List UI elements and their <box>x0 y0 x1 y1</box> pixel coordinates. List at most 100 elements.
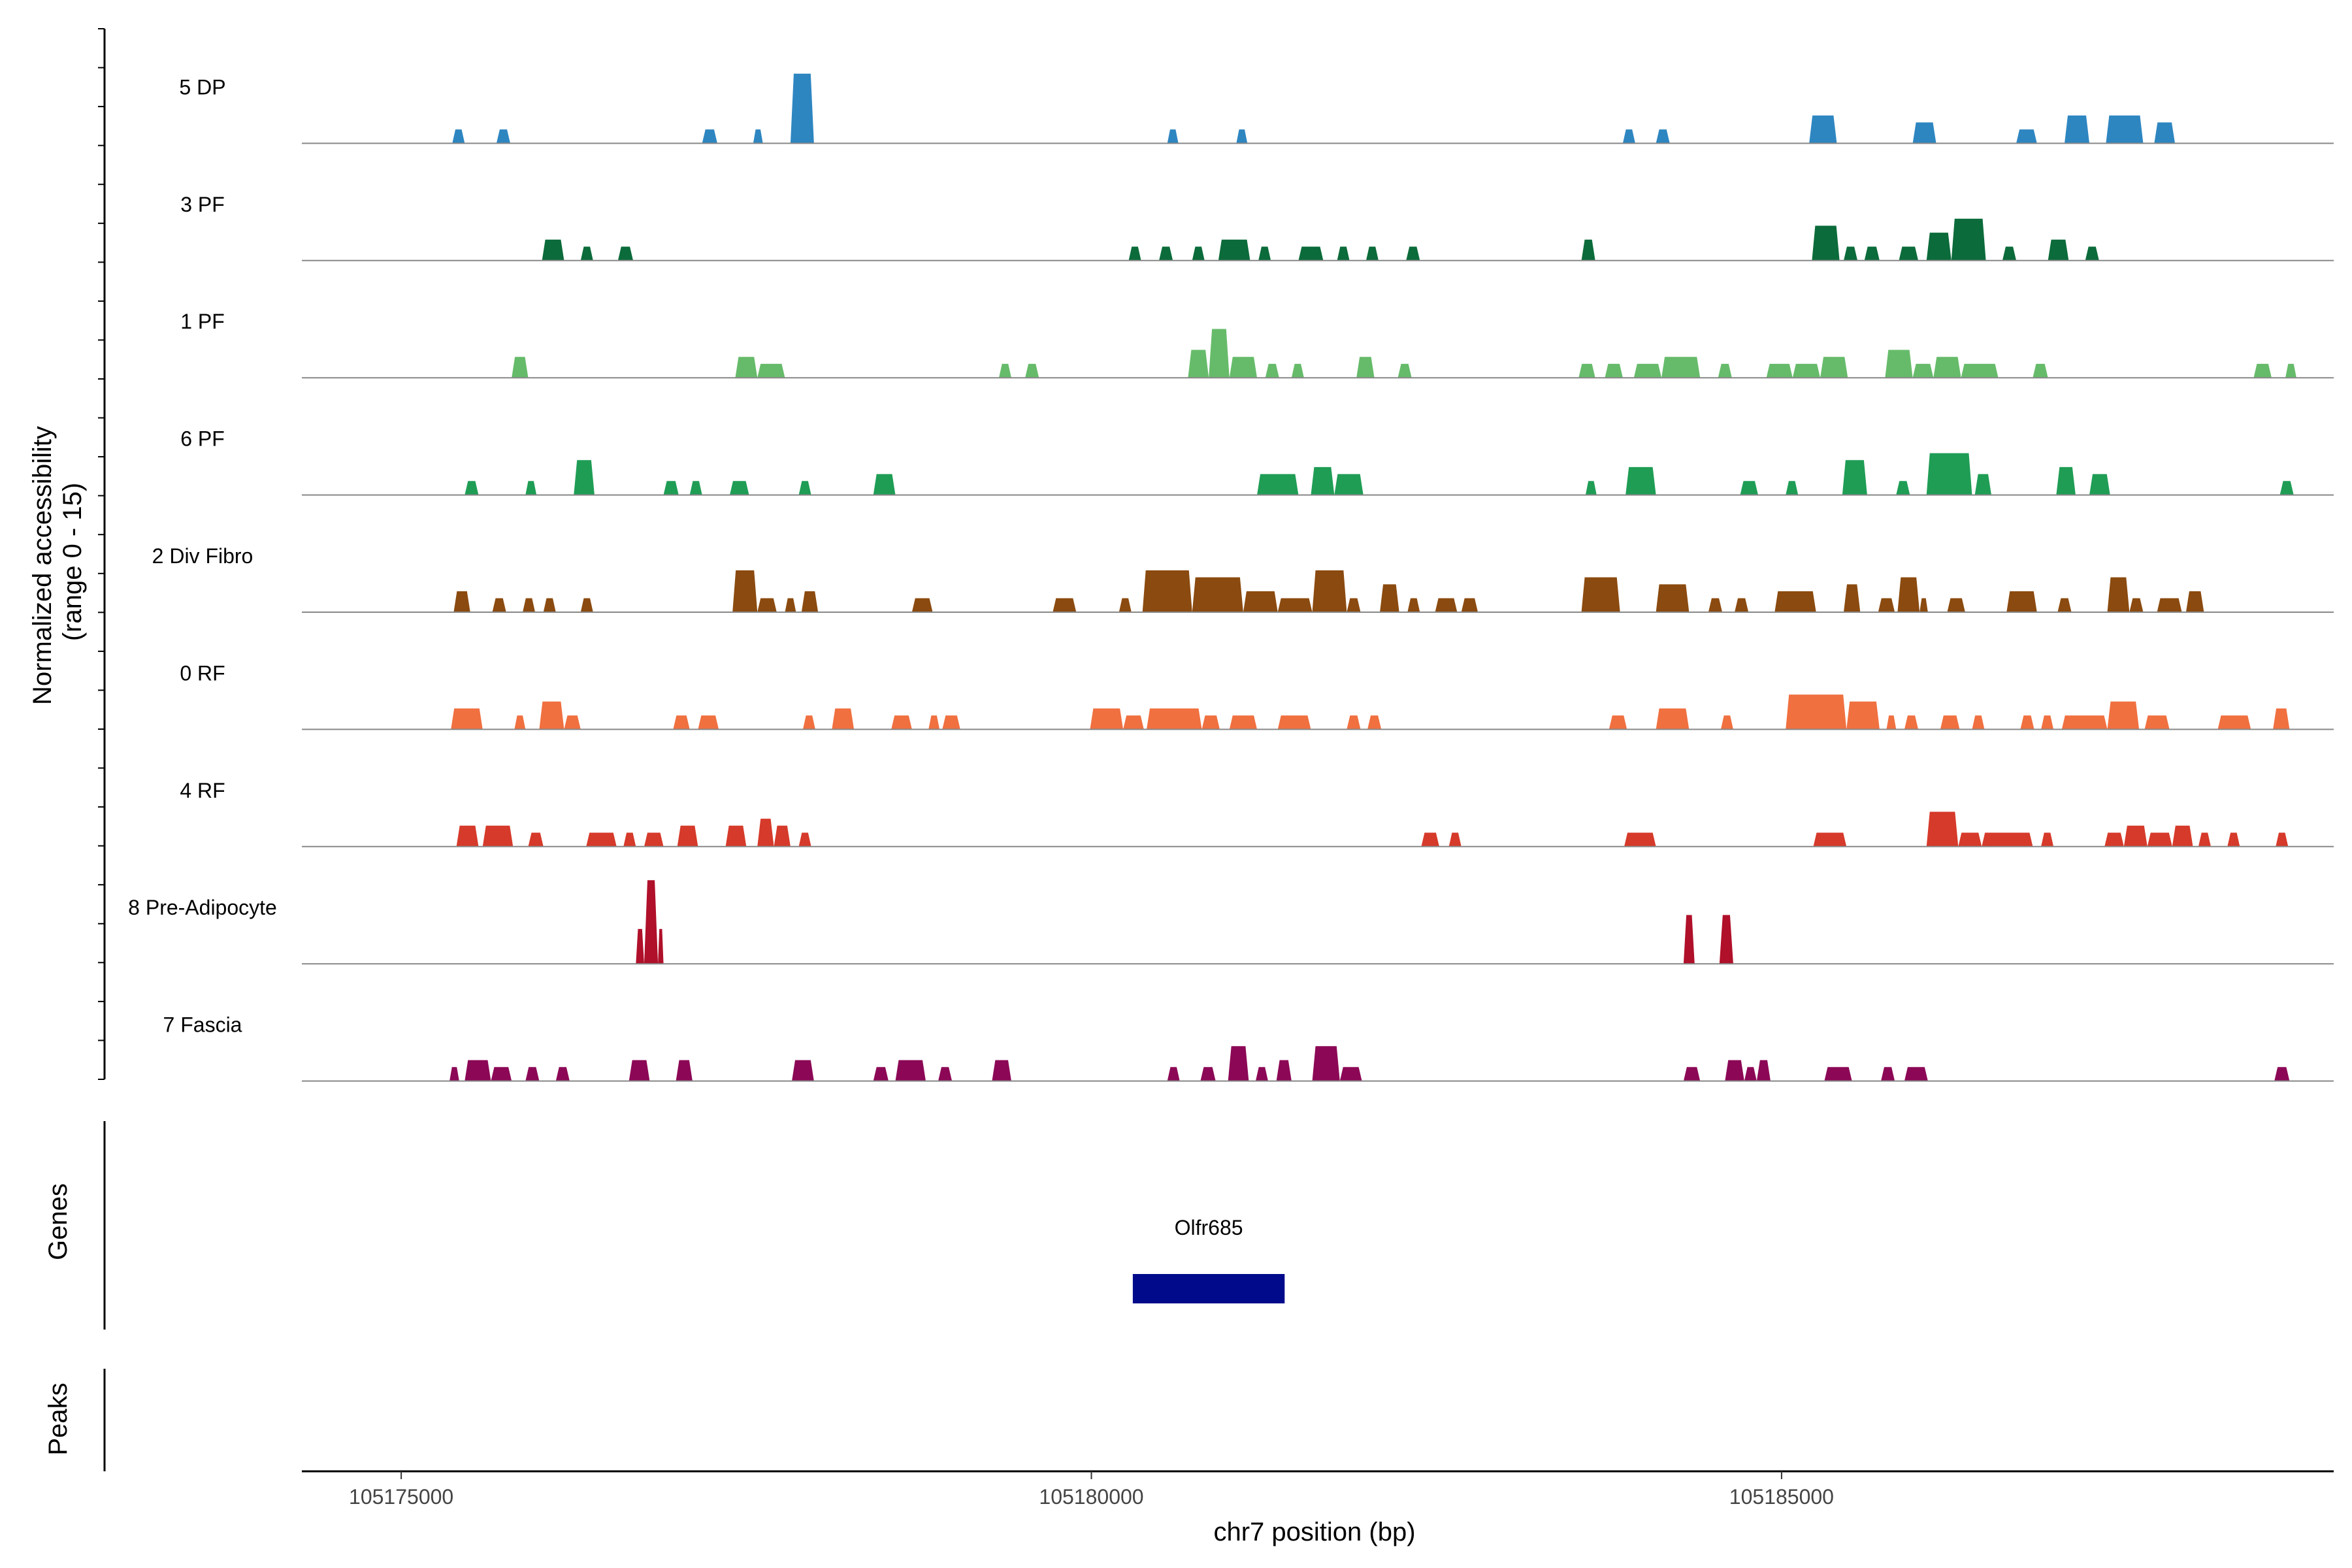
coverage-peak <box>1356 357 1375 378</box>
coverage-peak <box>1407 598 1420 612</box>
coverage-peak <box>1435 598 1458 612</box>
coverage-peak <box>1824 1067 1852 1081</box>
coverage-peak <box>1053 598 1077 612</box>
coverage-peak <box>564 715 581 730</box>
coverage-peak <box>1276 1060 1292 1081</box>
coverage-peak <box>1334 474 1364 495</box>
coverage-peak <box>1656 129 1670 144</box>
coverage-peak <box>774 825 791 847</box>
coverage-peak <box>1229 715 1258 730</box>
coverage-peak <box>2274 1067 2290 1081</box>
coverage-peak <box>802 715 815 730</box>
coverage-peak <box>1774 591 1816 612</box>
coverage-peak <box>1933 357 1961 378</box>
gene-body <box>1132 1274 1285 1303</box>
coverage-peak <box>1756 1060 1771 1081</box>
coverage-peak <box>2085 246 2099 261</box>
track-label: 7 Fascia <box>163 1013 242 1037</box>
coverage-peak <box>2041 832 2054 847</box>
coverage-peak <box>757 363 785 378</box>
coverage-peak <box>1720 715 1733 730</box>
coverage-peak <box>1367 715 1382 730</box>
coverage-peak <box>1813 832 1847 847</box>
coverage-peak <box>451 708 483 730</box>
track-8: 8 Pre-Adipocyte <box>128 880 2334 965</box>
coverage-peak <box>2056 466 2076 495</box>
coverage-peak <box>1982 832 2033 847</box>
coverage-peak <box>1448 832 1462 847</box>
x-axis: 105175000 105180000 105185000 <box>302 1470 2334 1509</box>
coverage-peak <box>1843 584 1861 612</box>
coverage-peak <box>792 1060 814 1081</box>
coverage-peak <box>2285 363 2296 378</box>
coverage-peak <box>1406 246 1420 261</box>
coverage-peak <box>1897 577 1920 612</box>
coverage-peak <box>658 928 664 964</box>
coverage-peak <box>1277 598 1313 612</box>
coverage-peak <box>1940 715 1960 730</box>
coverage-peak <box>623 832 636 847</box>
track-6: 0 RF <box>180 661 2334 730</box>
coverage-peak <box>1656 708 1690 730</box>
coverage-peak <box>1735 598 1749 612</box>
coverage-peak <box>482 825 514 847</box>
coverage-peak <box>1912 122 1936 144</box>
coverage-peak <box>1899 246 1919 261</box>
y-axis-title: Normalized accessibility (range 0 - 15) <box>28 419 87 705</box>
coverage-peak <box>580 246 593 261</box>
coverage-peak <box>1461 598 1478 612</box>
coverage-peak <box>1661 357 1701 378</box>
coverage-peak <box>2041 715 2054 730</box>
coverage-peak <box>942 715 960 730</box>
coverage-peak <box>1421 832 1439 847</box>
coverage-peak <box>512 357 529 378</box>
track-9: 7 Fascia <box>163 1013 2334 1082</box>
coverage-peak <box>1708 598 1723 612</box>
coverage-peak <box>452 129 465 144</box>
coverage-peak <box>2020 715 2034 730</box>
coverage-peak <box>1812 225 1840 261</box>
coverage-peak <box>757 819 774 847</box>
coverage-peak <box>2033 363 2048 378</box>
coverage-peak <box>1229 357 1258 378</box>
coverage-peak <box>539 701 564 730</box>
coverage-peak <box>1218 239 1250 261</box>
coverage-peak <box>1912 363 1934 378</box>
coverage-peak <box>1926 233 1952 261</box>
coverage-peak <box>1725 1060 1744 1081</box>
coverage-peak <box>757 598 777 612</box>
coverage-peak <box>873 474 896 495</box>
coverage-peak <box>1159 246 1173 261</box>
coverage-peak <box>1581 577 1620 612</box>
coverage-peak <box>1380 584 1399 612</box>
coverage-peak <box>689 481 702 495</box>
coverage-peak <box>729 481 749 495</box>
coverage-peak <box>1200 1067 1216 1081</box>
coverage-peak <box>873 1067 889 1081</box>
coverage-peak <box>1605 363 1623 378</box>
coverage-peak <box>2057 598 2072 612</box>
coverage-peak <box>2198 832 2211 847</box>
coverage-peak <box>1792 363 1821 378</box>
coverage-peak <box>574 460 595 495</box>
coverage-peak <box>1265 363 1279 378</box>
coverage-peak <box>1926 453 1972 495</box>
coverage-peak <box>1298 246 1324 261</box>
coverage-peak <box>1090 708 1124 730</box>
coverage-peak <box>998 363 1011 378</box>
coverage-peak <box>1622 129 1635 144</box>
coverage-peak <box>891 715 912 730</box>
coverage-peak <box>1719 915 1733 964</box>
coverage-peak <box>1846 701 1880 730</box>
coverage-peak <box>732 570 758 612</box>
coverage-peak <box>449 1067 459 1081</box>
y-axis-title-line1: Normalized accessibility <box>28 426 57 705</box>
coverage-peak <box>1236 129 1248 144</box>
y-axis-title-line2: (range 0 - 15) <box>58 483 87 641</box>
coverage-peak <box>2147 832 2172 847</box>
coverage-peak <box>1951 218 1986 261</box>
coverage-peak <box>492 598 506 612</box>
coverage-peak <box>1167 129 1179 144</box>
coverage-peak <box>1119 598 1132 612</box>
coverage-peak <box>465 481 479 495</box>
